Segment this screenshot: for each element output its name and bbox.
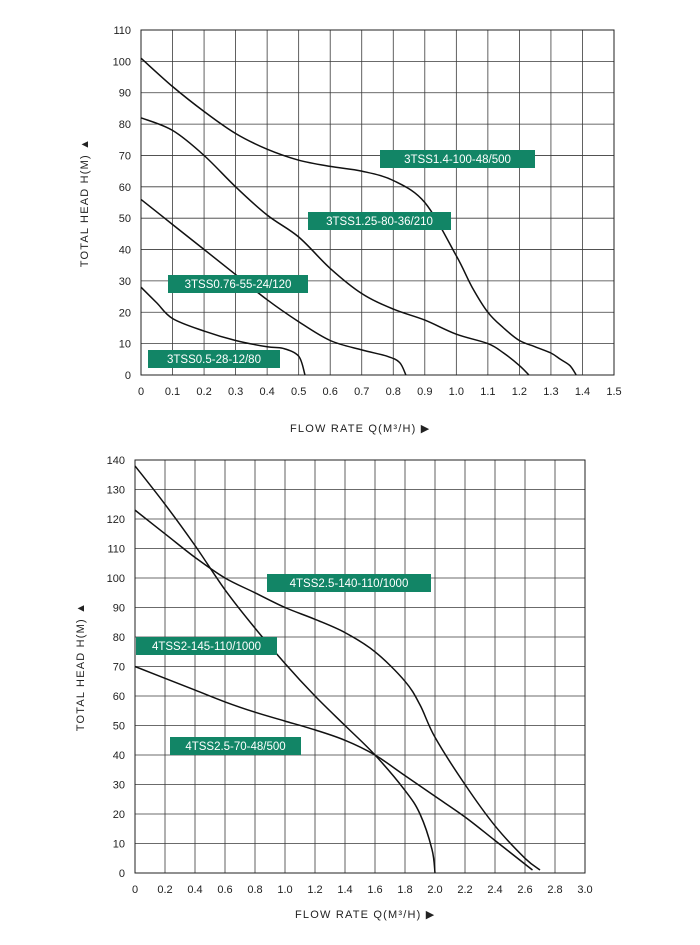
chart1-x-tick-label: 0.3 [228, 386, 243, 398]
chart1-x-tick-label: 1.1 [480, 386, 495, 398]
chart1-series-line-2 [140, 117, 530, 376]
chart2-series-tag-2 [136, 637, 277, 655]
chart2-y-tick-label: 140 [107, 455, 125, 467]
chart1-y-tick-label: 60 [119, 182, 131, 194]
chart1-x-tick-label: 0.1 [165, 386, 180, 398]
chart2-y-tick-label: 0 [119, 868, 125, 880]
chart2-y-tick-label: 120 [107, 514, 125, 526]
chart1-series-tag-4 [148, 350, 280, 368]
chart2-x-tick-label: 1.8 [397, 884, 412, 896]
chart1-series-tag-label-2: 3TSS1.25-80-36/210 [326, 216, 433, 228]
chart1-y-tick-label: 90 [119, 88, 131, 100]
chart2-x-tick-label: 0 [132, 884, 138, 896]
chart2-x-tick-label: 2.8 [547, 884, 562, 896]
chart2-y-tick-label: 90 [113, 603, 125, 615]
chart2-x-tick-label: 0.4 [187, 884, 202, 896]
chart1-y-tick-label: 0 [125, 370, 131, 382]
chart2-y-tick-label: 130 [107, 485, 125, 497]
chart2-x-tick-label: 0.8 [247, 884, 262, 896]
chart1-x-tick-label: 0.8 [386, 386, 401, 398]
chart1-x-tick-label: 0.7 [354, 386, 369, 398]
chart2-x-tick-label: 1.0 [277, 884, 292, 896]
chart1-x-axis-title: FLOW RATE Q(M³/H) ▶ [290, 423, 430, 435]
chart2-x-tick-label: 1.6 [367, 884, 382, 896]
chart1-x-tick-label: 1.2 [512, 386, 527, 398]
chart1-y-tick-label: 10 [119, 339, 131, 351]
chart2-series-tag-1 [267, 574, 431, 592]
chart2-x-tick-label: 2.4 [487, 884, 502, 896]
chart1-x-tick-label: 0.2 [196, 386, 211, 398]
chart1-x-tick-label: 0.9 [417, 386, 432, 398]
chart1-x-tick-label: 0 [138, 386, 144, 398]
chart2-series-tag-label-3: 4TSS2.5-70-48/500 [185, 741, 285, 753]
chart2-y-tick-label: 10 [113, 839, 125, 851]
chart1-series-line-4 [140, 286, 306, 376]
chart2-y-tick-label: 80 [113, 632, 125, 644]
chart1-y-tick-label: 50 [119, 213, 131, 225]
chart1-y-tick-label: 100 [113, 56, 131, 68]
chart2-y-tick-label: 70 [113, 662, 125, 674]
chart1-y-axis-title: TOTAL HEAD H(M) ▲ [79, 138, 91, 267]
chart1-series-tag-3 [168, 275, 308, 293]
chart1-series-line-3 [140, 198, 407, 376]
chart2-series-tag-label-1: 4TSS2.5-140-110/1000 [290, 578, 409, 590]
chart2-x-tick-label: 2.0 [427, 884, 442, 896]
chart2-x-tick-label: 2.6 [517, 884, 532, 896]
chart1-x-tick-label: 1.4 [575, 386, 590, 398]
chart2-y-tick-label: 40 [113, 750, 125, 762]
chart1-x-tick-label: 0.5 [291, 386, 306, 398]
chart1-y-tick-label: 40 [119, 245, 131, 257]
chart2-y-tick-label: 100 [107, 573, 125, 585]
chart1-y-tick-label: 30 [119, 276, 131, 288]
chart2-x-tick-label: 1.2 [307, 884, 322, 896]
chart1-x-tick-label: 0.6 [323, 386, 338, 398]
chart2-series-tag-3 [170, 737, 301, 755]
chart2-y-tick-label: 50 [113, 721, 125, 733]
chart2-series-line-3 [134, 665, 533, 871]
chart2-series-tag-label-2: 4TSS2-145-110/1000 [152, 641, 261, 653]
chart1-series-tag-label-1: 3TSS1.4-100-48/500 [404, 154, 511, 166]
chart2-series-line-2 [134, 465, 436, 874]
chart1-plot-frame [140, 29, 615, 376]
chart2-x-tick-label: 0.2 [157, 884, 172, 896]
chart2-y-axis-title: TOTAL HEAD H(M) ▲ [75, 602, 87, 731]
chart1-y-tick-label: 110 [113, 25, 131, 37]
chart2-y-tick-label: 110 [107, 544, 125, 556]
chart1-x-tick-label: 1.3 [543, 386, 558, 398]
chart1-series-tag-2 [308, 212, 451, 230]
chart1-x-tick-label: 0.4 [259, 386, 274, 398]
chart2-x-tick-label: 0.6 [217, 884, 232, 896]
chart1-series-tag-1 [380, 150, 535, 168]
chart1-series-tag-label-3: 3TSS0.76-55-24/120 [185, 279, 292, 291]
chart1-y-tick-label: 70 [119, 150, 131, 162]
chart2-y-tick-label: 30 [113, 780, 125, 792]
chart1-x-tick-label: 1.0 [449, 386, 464, 398]
chart2-x-axis-title: FLOW RATE Q(M³/H) ▶ [295, 909, 435, 921]
chart2-x-tick-label: 1.4 [337, 884, 352, 896]
chart1-x-tick-label: 1.5 [606, 386, 621, 398]
chart2-x-tick-label: 3.0 [577, 884, 592, 896]
chart1-series-tag-label-4: 3TSS0.5-28-12/80 [167, 354, 261, 366]
chart2-y-tick-label: 60 [113, 691, 125, 703]
chart2-y-tick-label: 20 [113, 809, 125, 821]
chart1-y-tick-label: 80 [119, 119, 131, 131]
chart1-y-tick-label: 20 [119, 307, 131, 319]
chart2-x-tick-label: 2.2 [457, 884, 472, 896]
